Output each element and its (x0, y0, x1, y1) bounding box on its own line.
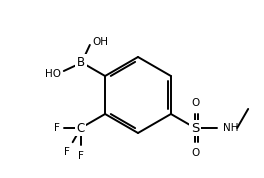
Text: C: C (77, 122, 85, 135)
Text: O: O (191, 98, 199, 108)
Text: HO: HO (45, 69, 61, 79)
Text: O: O (191, 148, 199, 158)
Text: OH: OH (93, 37, 109, 47)
Text: NH: NH (223, 123, 239, 133)
Text: F: F (78, 151, 84, 161)
Text: F: F (64, 147, 70, 157)
Text: F: F (54, 123, 60, 133)
Text: S: S (191, 122, 199, 135)
Text: B: B (77, 56, 85, 69)
